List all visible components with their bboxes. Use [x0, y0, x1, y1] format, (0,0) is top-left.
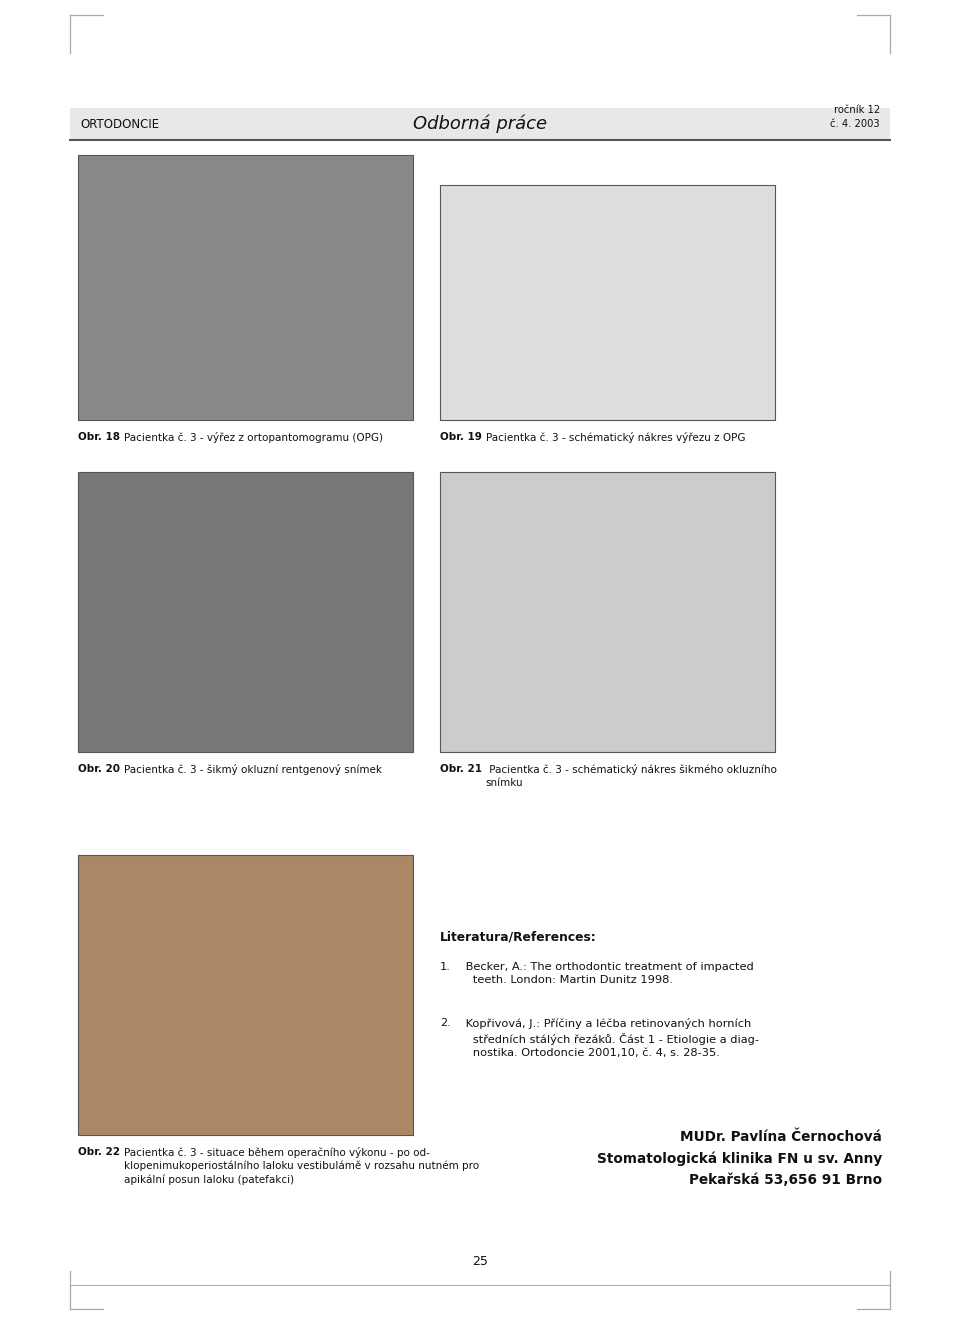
Text: Odborná práce: Odborná práce — [413, 115, 547, 134]
Text: Literatura/References:: Literatura/References: — [440, 929, 597, 943]
Text: ORTODONCIE: ORTODONCIE — [80, 118, 159, 131]
Text: Pacientka č. 3 - schématický nákres šikmého okluzního
snímku: Pacientka č. 3 - schématický nákres šikm… — [486, 764, 777, 788]
Bar — [70, 109, 890, 140]
Text: Pacientka č. 3 - šikmý okluzní rentgenový snímek: Pacientka č. 3 - šikmý okluzní rentgenov… — [124, 764, 382, 775]
Bar — [78, 471, 413, 752]
Text: Pacientka č. 3 - výřez z ortopantomogramu (OPG): Pacientka č. 3 - výřez z ortopantomogram… — [124, 432, 383, 444]
Text: Becker, A.: The orthodontic treatment of impacted
   teeth. London: Martin Dunit: Becker, A.: The orthodontic treatment of… — [462, 963, 754, 985]
Text: ročník 12
č. 4. 2003: ročník 12 č. 4. 2003 — [830, 105, 880, 128]
Text: 2.: 2. — [440, 1018, 451, 1027]
Text: Kopřivová, J.: Příčiny a léčba retinovaných horních
   středních stálých řezáků.: Kopřivová, J.: Příčiny a léčba retinovan… — [462, 1018, 759, 1058]
Text: Obr. 18: Obr. 18 — [78, 432, 124, 442]
Bar — [440, 471, 775, 752]
Text: MUDr. Pavlína Černochová
Stomatologická klinika FN u sv. Anny
Pekařská 53,656 91: MUDr. Pavlína Černochová Stomatologická … — [597, 1129, 882, 1188]
Text: Obr. 19: Obr. 19 — [440, 432, 486, 442]
Bar — [78, 855, 413, 1135]
Text: 25: 25 — [472, 1255, 488, 1268]
Text: Obr. 21: Obr. 21 — [440, 764, 486, 775]
Text: Pacientka č. 3 - schématický nákres výřezu z OPG: Pacientka č. 3 - schématický nákres výře… — [486, 432, 745, 444]
Bar — [78, 155, 413, 420]
Bar — [440, 185, 775, 420]
Text: 1.: 1. — [440, 963, 451, 972]
Text: Obr. 20: Obr. 20 — [78, 764, 124, 775]
Text: Pacientka č. 3 - situace během operačního výkonu - po od-
klopenimukoperiostální: Pacientka č. 3 - situace během operačníh… — [124, 1147, 479, 1185]
Text: Obr. 22: Obr. 22 — [78, 1147, 124, 1157]
